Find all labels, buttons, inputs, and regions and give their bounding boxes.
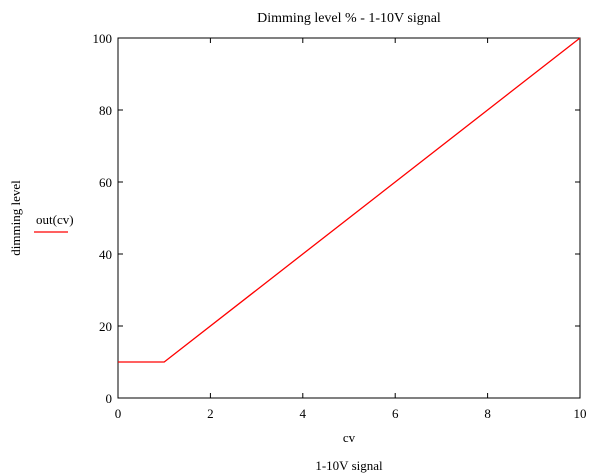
y-axis-label: dimming level — [8, 180, 23, 256]
y-tick-label: 60 — [99, 175, 112, 190]
legend: out(cv) — [34, 212, 74, 233]
series-line-out-cv — [118, 37, 581, 363]
y-tick-label: 80 — [99, 103, 112, 118]
x-tick-label: 2 — [207, 406, 214, 421]
series-layer — [118, 37, 581, 363]
y-tick-label: 20 — [99, 319, 112, 334]
x-axis-label: cv — [343, 430, 356, 445]
x-axis-sublabel: 1-10V signal — [315, 458, 383, 473]
chart-title: Dimming level % - 1-10V signal — [257, 11, 441, 26]
x-tick-label: 4 — [300, 406, 307, 421]
y-tick-label: 40 — [99, 247, 112, 262]
y-tick-label: 100 — [93, 31, 113, 46]
x-tick-label: 0 — [115, 406, 122, 421]
legend-label: out(cv) — [36, 212, 74, 227]
x-tick-label: 6 — [392, 406, 399, 421]
x-tick-label: 8 — [484, 406, 491, 421]
x-tick-label: 10 — [574, 406, 587, 421]
y-tick-label: 0 — [106, 391, 113, 406]
plot-area-frame — [117, 37, 581, 399]
